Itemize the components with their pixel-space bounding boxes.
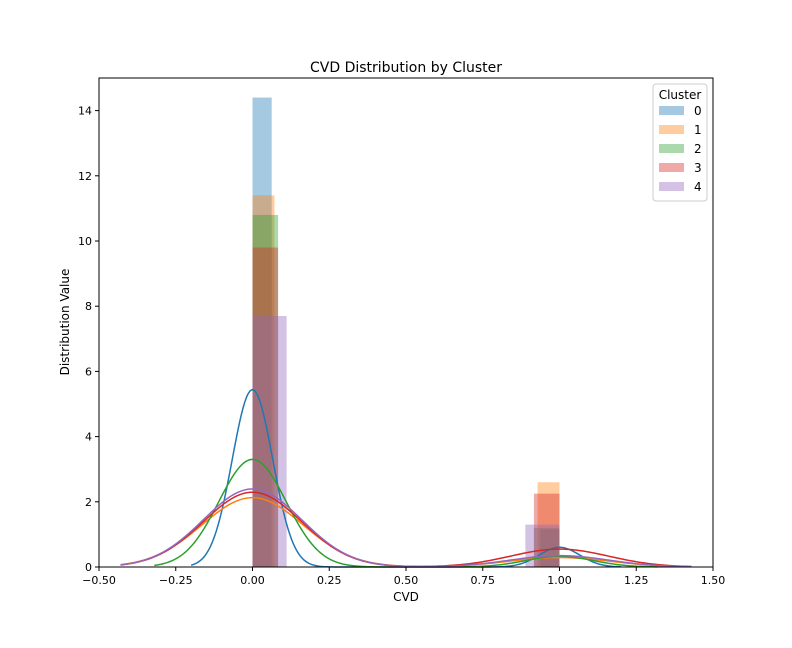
y-axis-label: Distribution Value: [58, 269, 72, 376]
y-tick-label: 14: [78, 105, 92, 118]
legend-swatch-4: [659, 182, 684, 191]
legend-label-2: 2: [694, 142, 702, 156]
x-tick-label: 1.25: [624, 574, 649, 587]
histogram-bars: [252, 97, 560, 568]
legend: Cluster 0 1 2 3 4: [652, 83, 708, 202]
x-tick-label: −0.50: [82, 574, 116, 587]
legend-label-3: 3: [694, 161, 702, 175]
legend-label-0: 0: [694, 104, 702, 118]
legend-label-4: 4: [694, 180, 702, 194]
kde-line-cluster-4: [120, 488, 692, 568]
y-tick-label: 8: [85, 300, 92, 313]
bar-cluster-3-1: [533, 493, 560, 567]
legend-box: [652, 83, 708, 202]
y-tick-label: 12: [78, 170, 92, 183]
x-axis-label: CVD: [393, 590, 419, 604]
x-tick-label: 1.50: [701, 574, 726, 587]
bar-cluster-1-1: [537, 482, 560, 567]
bar-cluster-3-0: [252, 247, 279, 567]
y-tick-label: 2: [85, 496, 92, 509]
chart-title: CVD Distribution by Cluster: [310, 60, 502, 76]
bar-cluster-2-0: [252, 214, 279, 568]
legend-swatch-2: [659, 144, 684, 153]
legend-label-1: 1: [694, 123, 702, 137]
x-axis-ticks: −0.50 −0.25 0.00 0.25 0.50 0.75 1.00 1.25 1.50: [82, 567, 725, 587]
legend-swatch-3: [659, 163, 684, 172]
x-tick-label: 0.75: [471, 574, 496, 587]
legend-swatch-0: [659, 106, 684, 115]
y-axis-ticks: 0 2 4 6 8 10 12 14: [78, 105, 99, 574]
x-tick-label: −0.25: [159, 574, 193, 587]
bar-cluster-0-0: [252, 97, 272, 567]
bar-cluster-1-0: [252, 195, 275, 568]
x-tick-label: 1.00: [547, 574, 572, 587]
legend-title: Cluster: [659, 88, 702, 102]
y-tick-label: 4: [85, 431, 92, 444]
x-tick-label: 0.00: [240, 574, 265, 587]
x-tick-label: 0.50: [394, 574, 419, 587]
legend-swatch-1: [659, 125, 684, 134]
y-tick-label: 10: [78, 235, 92, 248]
y-tick-label: 0: [85, 561, 92, 574]
y-tick-label: 6: [85, 365, 92, 378]
x-tick-label: 0.25: [317, 574, 342, 587]
